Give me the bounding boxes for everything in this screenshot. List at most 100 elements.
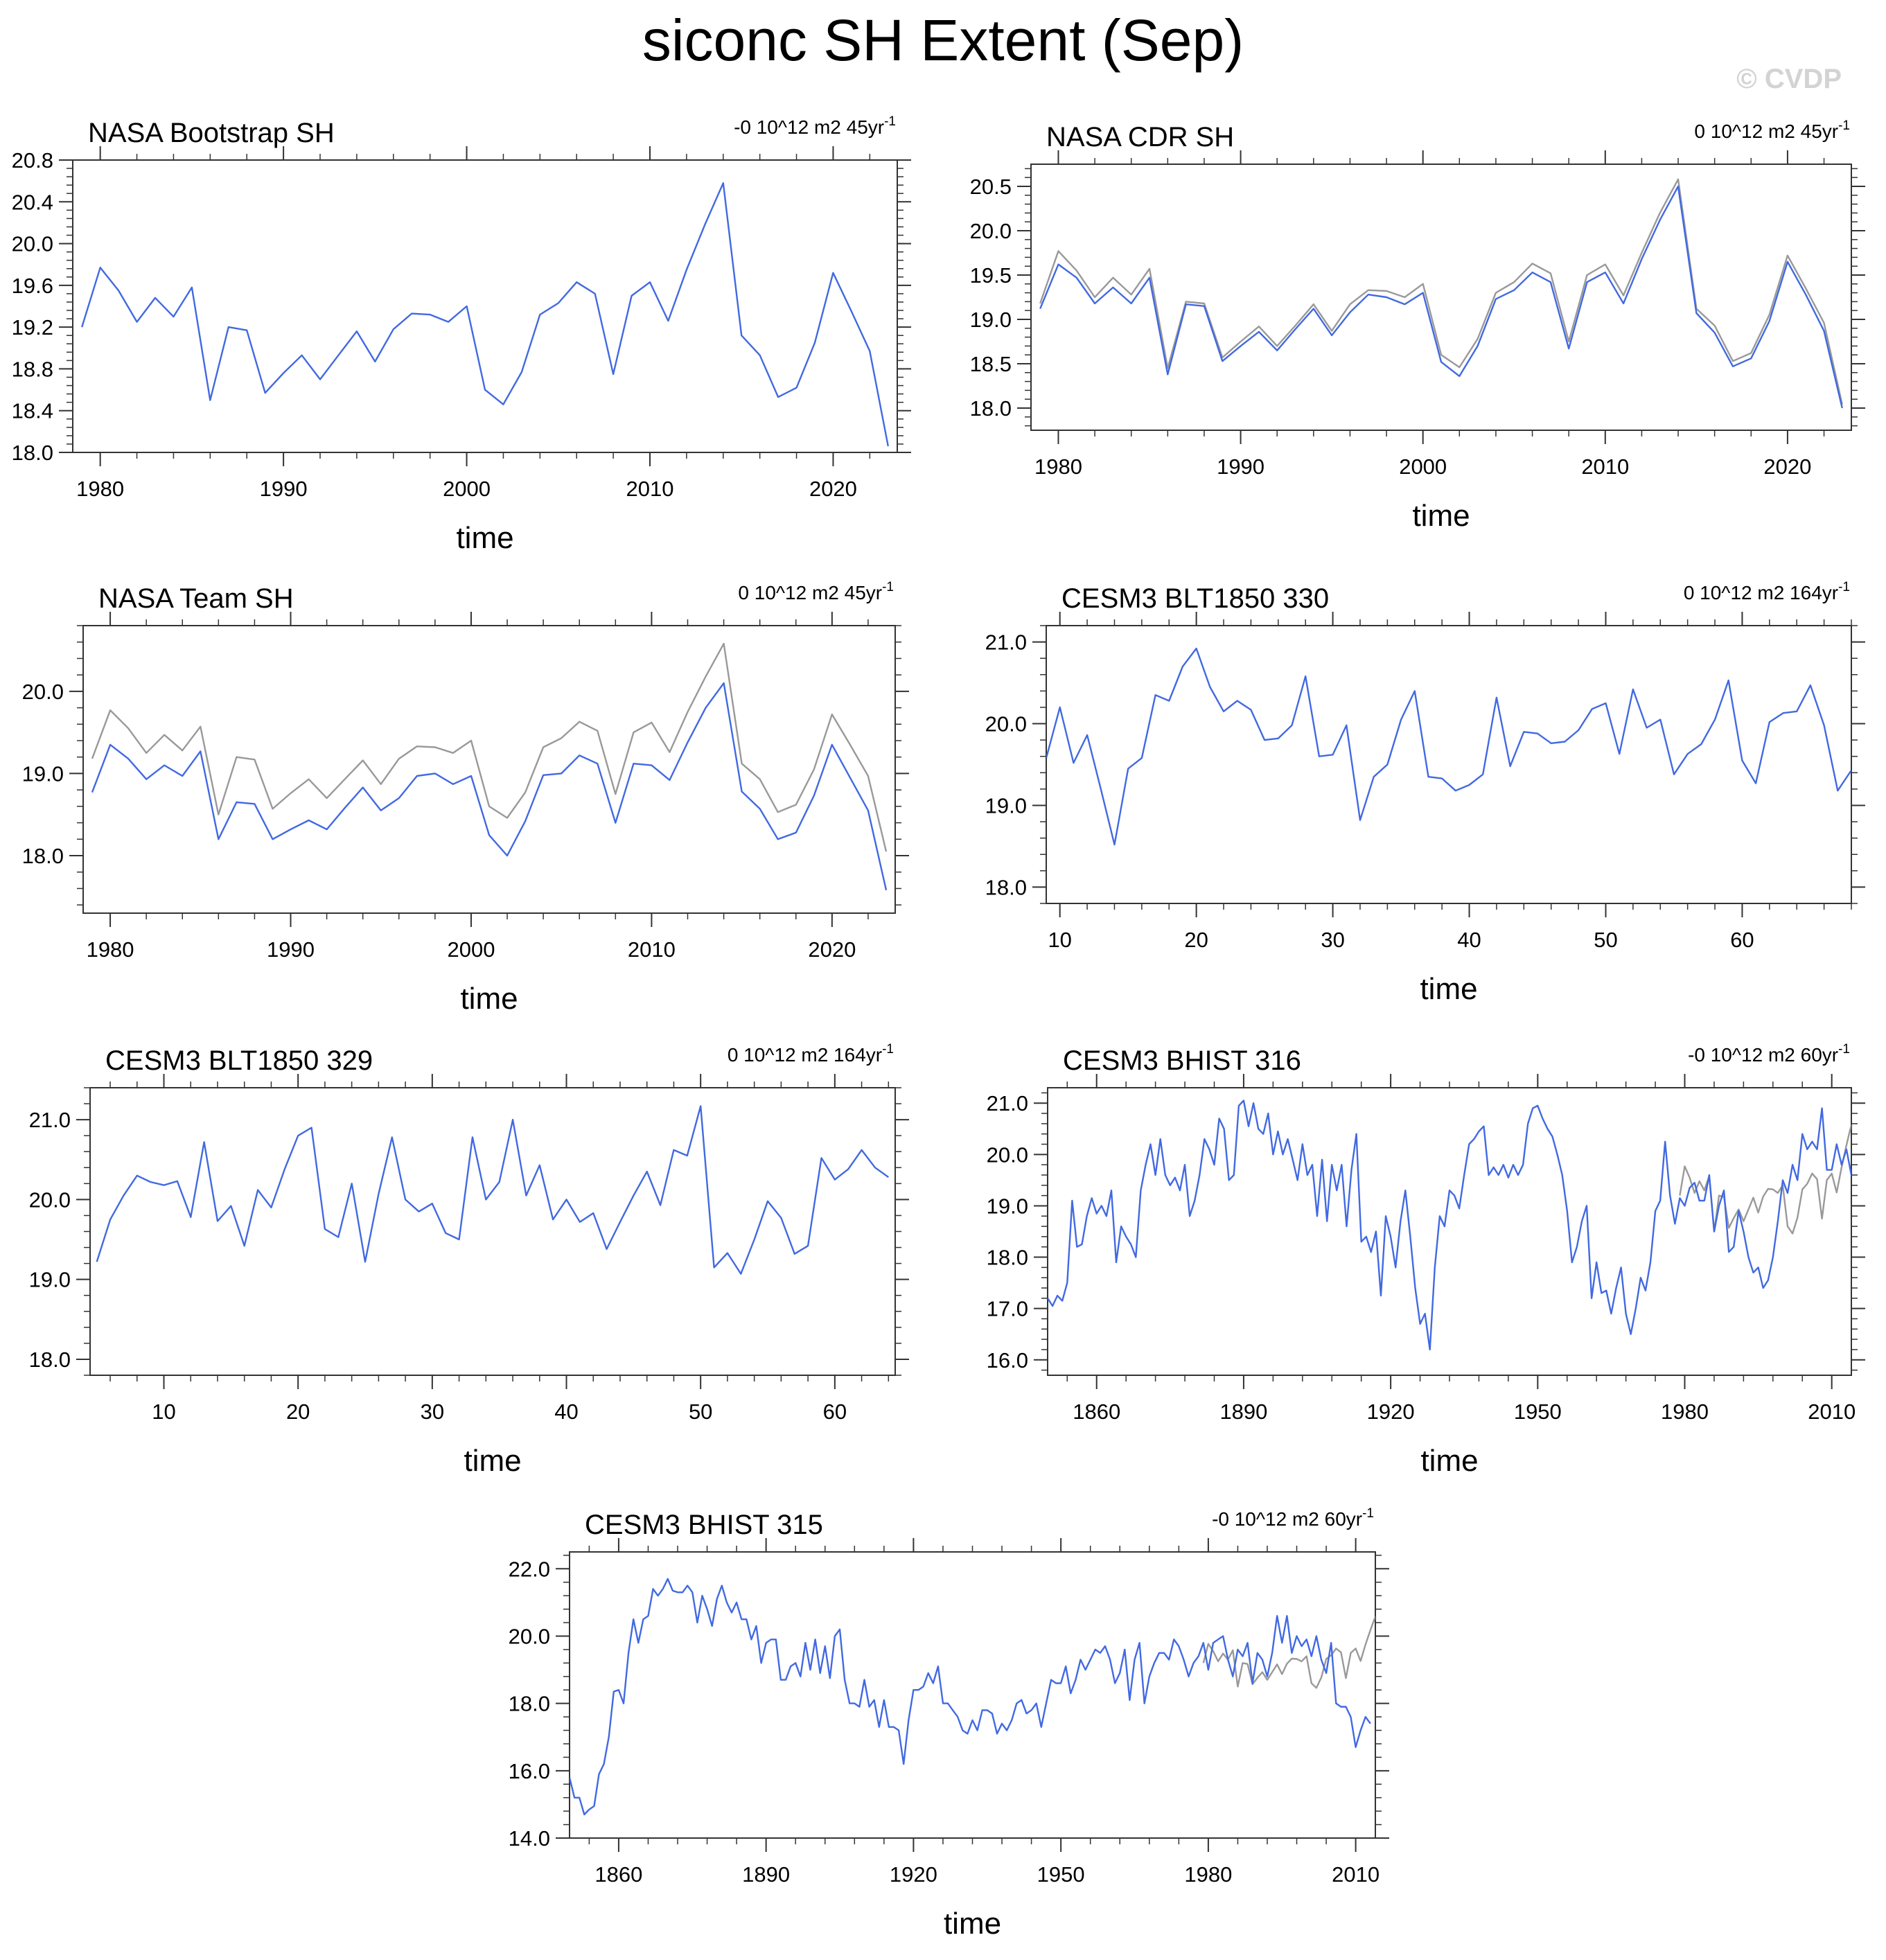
y-tick-label: 20.0 bbox=[22, 680, 64, 704]
y-tick-label: 18.0 bbox=[970, 396, 1012, 421]
x-tick-label: 60 bbox=[1730, 928, 1754, 952]
x-tick-label: 1890 bbox=[1219, 1400, 1267, 1424]
x-tick-label: 2010 bbox=[1808, 1400, 1856, 1424]
y-tick-label: 18.8 bbox=[12, 357, 53, 381]
x-tick-label: 2020 bbox=[809, 477, 857, 501]
y-tick-label: 19.0 bbox=[22, 761, 64, 786]
x-axis-label: time bbox=[944, 1907, 1001, 1941]
trend-label: 0 10^12 m2 45yr-1 bbox=[1694, 118, 1850, 142]
series-line-observations bbox=[1202, 1616, 1375, 1689]
x-tick-label: 1980 bbox=[1034, 454, 1082, 479]
series-line-cesm3-bhist-315 bbox=[570, 1578, 1371, 1816]
x-axis-label: time bbox=[460, 982, 518, 1016]
trend-exponent: -1 bbox=[1362, 1506, 1374, 1521]
y-tick-label: 18.0 bbox=[22, 844, 64, 868]
series-line-nasa-cdr-sh bbox=[1039, 185, 1843, 409]
x-axis-label: time bbox=[1412, 499, 1470, 533]
y-tick-label: 19.0 bbox=[29, 1268, 71, 1292]
series-line-cesm3-blt1850-330 bbox=[1046, 647, 1851, 846]
chart-title: CESM3 BLT1850 330 bbox=[1061, 583, 1329, 614]
trend-label: -0 10^12 m2 45yr-1 bbox=[734, 114, 896, 138]
y-tick-label: 20.8 bbox=[12, 148, 53, 173]
y-tick-label: 17.0 bbox=[987, 1297, 1028, 1321]
trend-exponent: -1 bbox=[882, 580, 894, 594]
trend-text: -0 10^12 m2 45yr bbox=[734, 116, 884, 138]
y-tick-label: 18.0 bbox=[987, 1246, 1028, 1270]
x-tick-label: 1980 bbox=[1184, 1862, 1232, 1887]
series-line-nasa-team-sh bbox=[91, 682, 888, 891]
y-tick-label: 21.0 bbox=[985, 630, 1027, 655]
x-tick-label: 30 bbox=[421, 1400, 444, 1424]
y-tick-label: 18.0 bbox=[985, 875, 1027, 899]
series-line-cesm3-blt1850-329 bbox=[96, 1105, 889, 1275]
watermark: © CVDP bbox=[1736, 64, 1842, 94]
x-tick-label: 1920 bbox=[1367, 1400, 1415, 1424]
x-tick-label: 1890 bbox=[742, 1862, 790, 1887]
chart-title: CESM3 BHIST 315 bbox=[585, 1510, 823, 1540]
y-tick-label: 21.0 bbox=[987, 1091, 1028, 1115]
series-line-observations bbox=[1679, 1124, 1851, 1235]
y-tick-label: 20.0 bbox=[970, 219, 1012, 243]
x-tick-label: 20 bbox=[286, 1400, 310, 1424]
y-tick-label: 20.0 bbox=[29, 1188, 71, 1212]
y-tick-label: 18.5 bbox=[970, 352, 1012, 376]
trend-exponent: -1 bbox=[882, 1042, 894, 1057]
trend-text: 0 10^12 m2 45yr bbox=[738, 582, 882, 603]
trend-label: 0 10^12 m2 164yr-1 bbox=[1684, 580, 1850, 603]
trend-label: 0 10^12 m2 164yr-1 bbox=[728, 1042, 894, 1066]
x-tick-label: 20 bbox=[1184, 928, 1208, 952]
y-tick-label: 19.2 bbox=[12, 315, 53, 339]
x-tick-label: 1950 bbox=[1514, 1400, 1562, 1424]
x-tick-label: 2020 bbox=[808, 937, 856, 962]
x-tick-label: 1990 bbox=[267, 937, 315, 962]
chart-title: NASA Bootstrap SH bbox=[88, 118, 335, 148]
x-tick-label: 2000 bbox=[443, 477, 491, 501]
x-axis-label: time bbox=[464, 1444, 521, 1478]
trend-label: -0 10^12 m2 60yr-1 bbox=[1688, 1042, 1850, 1066]
x-tick-label: 1980 bbox=[76, 477, 124, 501]
chart-panel-4: CESM3 BLT1850 330 0 10^12 m2 164yr-1 10 20 3… bbox=[985, 580, 1865, 1006]
x-tick-label: 40 bbox=[1457, 928, 1481, 952]
y-tick-label: 20.4 bbox=[12, 190, 53, 214]
y-tick-label: 19.0 bbox=[987, 1194, 1028, 1218]
y-tick-label: 18.0 bbox=[509, 1692, 550, 1716]
x-tick-label: 10 bbox=[152, 1400, 175, 1424]
y-tick-label: 18.0 bbox=[29, 1348, 71, 1372]
plot-frame bbox=[89, 1087, 896, 1376]
x-tick-label: 2010 bbox=[1581, 454, 1629, 479]
y-tick-label: 18.4 bbox=[12, 399, 53, 423]
trend-text: -0 10^12 m2 60yr bbox=[1688, 1044, 1838, 1066]
x-tick-label: 1980 bbox=[87, 937, 134, 962]
x-tick-label: 2010 bbox=[626, 477, 674, 501]
y-tick-label: 20.0 bbox=[509, 1624, 550, 1648]
trend-text: 0 10^12 m2 45yr bbox=[1694, 121, 1838, 142]
y-tick-label: 20.0 bbox=[987, 1142, 1028, 1167]
x-tick-label: 1990 bbox=[260, 477, 308, 501]
series-line-observations bbox=[1039, 178, 1843, 405]
y-tick-label: 20.5 bbox=[970, 175, 1012, 199]
y-tick-label: 21.0 bbox=[29, 1108, 71, 1132]
chart-title: CESM3 BLT1850 329 bbox=[105, 1045, 373, 1076]
x-tick-label: 50 bbox=[1594, 928, 1617, 952]
trend-text: -0 10^12 m2 60yr bbox=[1212, 1508, 1362, 1530]
y-tick-label: 20.0 bbox=[985, 712, 1027, 736]
x-axis-label: time bbox=[456, 521, 513, 555]
trend-text: 0 10^12 m2 164yr bbox=[728, 1044, 882, 1066]
plot-frame bbox=[1030, 164, 1852, 431]
x-tick-label: 1860 bbox=[1073, 1400, 1120, 1424]
series-line-cesm3-bhist-316 bbox=[1048, 1100, 1851, 1351]
x-tick-label: 2010 bbox=[628, 937, 676, 962]
plot-frame bbox=[569, 1551, 1376, 1839]
x-tick-label: 2020 bbox=[1763, 454, 1811, 479]
x-axis-label: time bbox=[1420, 972, 1477, 1006]
x-tick-label: 10 bbox=[1048, 928, 1071, 952]
y-tick-label: 19.5 bbox=[970, 263, 1012, 288]
x-tick-label: 30 bbox=[1321, 928, 1344, 952]
trend-label: 0 10^12 m2 45yr-1 bbox=[738, 580, 894, 603]
chart-panel-2: NASA CDR SH 0 10^12 m2 45yr-1 1980 1990 2000… bbox=[970, 118, 1865, 533]
trend-text: 0 10^12 m2 164yr bbox=[1684, 582, 1838, 603]
y-tick-label: 22.0 bbox=[509, 1557, 550, 1581]
chart-panel-7: CESM3 BHIST 315 -0 10^12 m2 60yr-1 1860 189… bbox=[509, 1506, 1389, 1941]
y-tick-label: 16.0 bbox=[509, 1759, 550, 1783]
